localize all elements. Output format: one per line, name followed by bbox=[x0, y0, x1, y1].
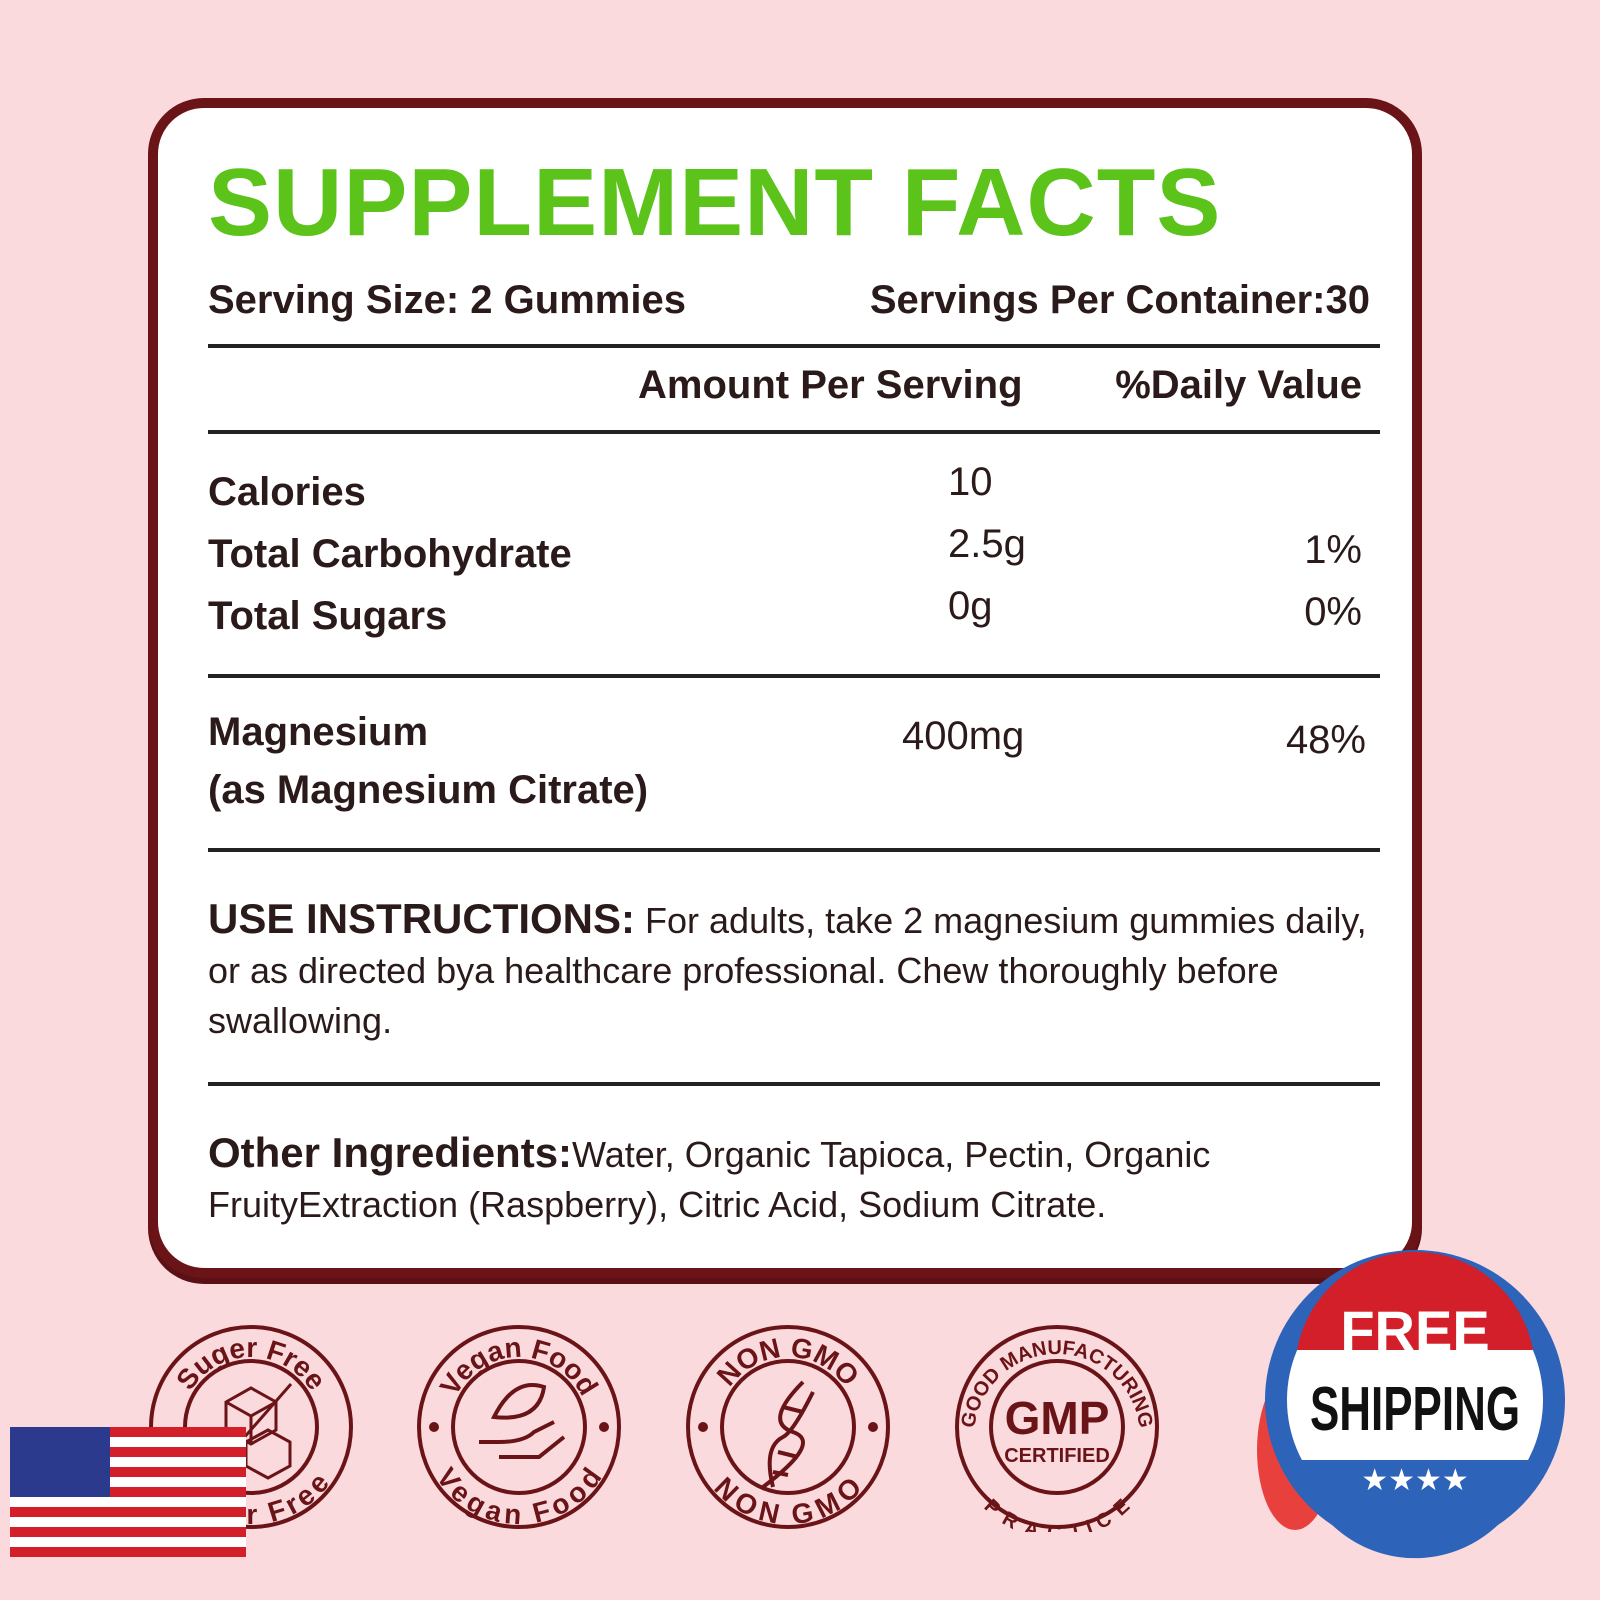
badge-bottom-text: PRACTICE bbox=[980, 1495, 1134, 1532]
magnesium-dv: 48% bbox=[1285, 718, 1366, 762]
row-carb-name: Total Carbohydrate bbox=[208, 532, 572, 576]
row-calories-name: Calories bbox=[208, 470, 366, 514]
divider bbox=[208, 430, 1380, 434]
gmp-icon: GMP bbox=[1005, 1392, 1110, 1444]
magnesium-amount: 400mg bbox=[902, 714, 1025, 758]
use-instructions-text: For adults, take 2 magnesium gummies dai… bbox=[208, 900, 1367, 1041]
servings-per-container: Servings Per Container:30 bbox=[869, 278, 1370, 322]
other-ingredients-label: Other Ingredients: bbox=[208, 1129, 573, 1176]
badge-bottom-text: Vegan Food bbox=[430, 1462, 607, 1530]
other-ingredients-text: Water, Organic Tapioca, Pectin, Organic … bbox=[208, 1134, 1211, 1225]
us-flag-icon bbox=[10, 1427, 246, 1557]
other-ingredients: Other Ingredients:Water, Organic Tapioca… bbox=[208, 1128, 1348, 1230]
svg-text:★★★★: ★★★★ bbox=[1361, 1463, 1469, 1498]
divider bbox=[208, 674, 1380, 678]
shipping-text: SHIPPING bbox=[1310, 1375, 1520, 1444]
vegan-food-badge: Vegan Food Vegan Food bbox=[417, 1325, 621, 1530]
svg-text:PRACTICE: PRACTICE bbox=[980, 1495, 1134, 1532]
svg-text:Vegan Food: Vegan Food bbox=[430, 1462, 607, 1530]
header-amount: Amount Per Serving bbox=[638, 363, 1023, 407]
divider bbox=[208, 848, 1380, 852]
page-title: SUPPLEMENT FACTS bbox=[208, 149, 1222, 256]
use-instructions: USE INSTRUCTIONS: For adults, take 2 mag… bbox=[208, 894, 1388, 1046]
row-calories-amount: 10 bbox=[948, 460, 993, 504]
row-carb-dv: 1% bbox=[1304, 528, 1362, 572]
divider bbox=[208, 344, 1380, 348]
badge-top-text: Suger Free bbox=[170, 1332, 332, 1395]
supplement-facts-panel: SUPPLEMENT FACTS Serving Size: 2 Gummies… bbox=[148, 98, 1422, 1278]
row-carb-amount: 2.5g bbox=[948, 522, 1026, 566]
divider bbox=[208, 1082, 1380, 1086]
row-sugars-name: Total Sugars bbox=[208, 594, 448, 638]
non-gmo-badge: NON GMO NON GMO bbox=[686, 1325, 890, 1530]
svg-text:Suger Free: Suger Free bbox=[170, 1332, 332, 1395]
magnesium-source: (as Magnesium Citrate) bbox=[208, 768, 649, 812]
gmp-certified-text: CERTIFIED bbox=[1004, 1445, 1110, 1467]
row-sugars-amount: 0g bbox=[948, 584, 993, 628]
serving-size: Serving Size: 2 Gummies bbox=[208, 278, 686, 322]
use-instructions-label: USE INSTRUCTIONS: bbox=[208, 895, 636, 942]
free-shipping-seal-icon: FREE SHIPPING ★★★★ bbox=[1257, 1250, 1565, 1559]
magnesium-name: Magnesium bbox=[208, 710, 429, 754]
free-shipping-badge: FREE SHIPPING ★★★★ bbox=[1255, 1250, 1565, 1580]
row-sugars-dv: 0% bbox=[1304, 590, 1362, 634]
free-text: FREE bbox=[1340, 1299, 1489, 1362]
dna-icon bbox=[761, 1380, 815, 1489]
header-daily-value: %Daily Value bbox=[1115, 363, 1362, 407]
badge-bottom-text: NON GMO bbox=[708, 1471, 867, 1530]
leaf-hand-icon bbox=[479, 1383, 566, 1459]
svg-text:NON GMO: NON GMO bbox=[708, 1471, 867, 1530]
gmp-badge: GOOD MANUFACTURING PRACTICE GMP CERTIFIE… bbox=[955, 1325, 1159, 1532]
